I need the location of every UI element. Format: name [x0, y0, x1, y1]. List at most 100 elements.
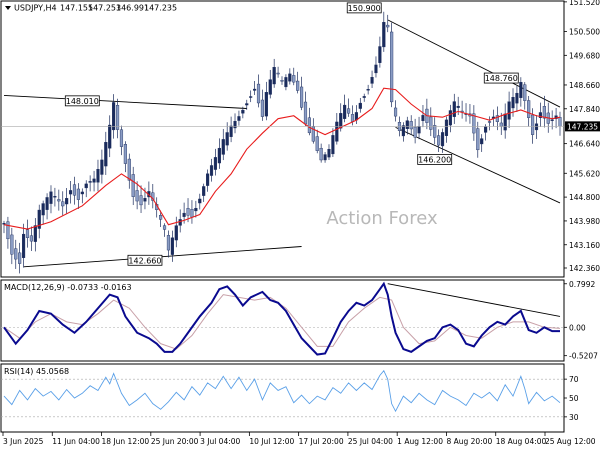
- price-axis: 151.520 150.500 149.680 148.660 147.840 147.2…: [564, 0, 600, 273]
- candle-body: [29, 235, 33, 242]
- candle-body: [88, 181, 92, 183]
- macd-panel: MACD(12,26,9) -0.0733 -0.0163 0.7992 0.00…: [0, 279, 598, 362]
- candle-body: [221, 139, 225, 155]
- candle-body: [511, 97, 515, 109]
- macd-line: [3, 281, 560, 356]
- candle-body: [135, 190, 139, 202]
- rsi-title: RSI(14) 45.0568: [4, 367, 69, 376]
- candle-body: [213, 157, 218, 170]
- candle-body: [300, 86, 304, 108]
- candle-body: [280, 80, 284, 82]
- price-tick-label: 145.620: [569, 169, 600, 178]
- rsi-axis: 70 50 30: [1, 375, 579, 422]
- candle-body: [237, 116, 241, 121]
- current-price-label: 147.235: [567, 122, 598, 131]
- candle-body: [190, 209, 194, 218]
- candle-body: [80, 191, 84, 195]
- price-trendlines: [3, 19, 561, 268]
- candle-body: [45, 197, 49, 210]
- price-trendline: [3, 94, 247, 109]
- candle-body: [499, 122, 503, 127]
- current-price-label-box: [565, 121, 600, 132]
- candle-body: [507, 101, 511, 120]
- candle-body: [456, 105, 460, 108]
- time-tick-label: 25 Jul 04:00: [348, 437, 393, 446]
- candle-body: [495, 115, 499, 122]
- time-tick-label: 25 Aug 12:00: [545, 437, 596, 446]
- candle-body: [417, 126, 421, 134]
- candle-body: [272, 67, 276, 85]
- candle-body: [245, 103, 249, 106]
- annotation-label: 150.900: [348, 4, 381, 13]
- candle-body: [303, 101, 308, 125]
- candle-body: [186, 208, 190, 216]
- candle-body: [370, 77, 374, 84]
- candle-body: [401, 125, 405, 137]
- candle-body: [159, 215, 163, 220]
- candle-body: [433, 125, 437, 138]
- candle-body: [307, 117, 311, 134]
- collapse-triangle-icon[interactable]: [5, 6, 11, 10]
- candle-body: [323, 154, 327, 161]
- candle-body: [6, 221, 10, 240]
- time-tick-label: 18 Aug 04:00: [496, 437, 547, 446]
- candle-body: [115, 105, 120, 130]
- price-panel: USDJPY,H4 147.155 147.253 146.991 147.23…: [0, 0, 600, 278]
- candle-body: [268, 79, 272, 95]
- rsi-tick-label: 30: [569, 413, 579, 422]
- price-candles: [2, 11, 562, 274]
- candle-body: [53, 196, 57, 198]
- candle-body: [421, 115, 425, 121]
- candle-body: [288, 73, 292, 82]
- time-tick-label: 10 Jul 12:00: [249, 437, 294, 446]
- candle-body: [487, 121, 492, 123]
- candle-body: [166, 235, 171, 251]
- candle-body: [209, 165, 214, 176]
- candle-body: [296, 80, 300, 91]
- candle-body: [292, 75, 296, 83]
- macd-axis: 0.7992 0.00 -0.5207: [1, 280, 598, 361]
- macd-tick-label: 0.7992: [569, 280, 595, 289]
- candle-body: [84, 183, 88, 189]
- candle-body: [182, 212, 186, 217]
- annotation-label: 148.010: [66, 97, 99, 106]
- time-tick-label: 25 Jun 20:00: [151, 437, 199, 446]
- price-trendline: [387, 19, 561, 108]
- price-tick-label: 149.680: [569, 51, 600, 60]
- candle-body: [276, 72, 280, 75]
- candle-body: [260, 99, 264, 117]
- candle-body: [382, 22, 386, 48]
- candle-body: [405, 120, 409, 129]
- candle-body: [206, 173, 210, 186]
- candle-body: [68, 190, 73, 195]
- candle-body: [41, 203, 45, 216]
- macd-trendline: [387, 283, 561, 317]
- time-tick-label: 3 Jun 2025: [3, 437, 44, 446]
- price-tick-label: 150.500: [569, 28, 600, 37]
- candle-body: [550, 119, 554, 121]
- candle-body: [390, 31, 394, 103]
- price-ohlc-close: 147.235: [144, 4, 177, 13]
- candle-body: [194, 208, 198, 212]
- candle-body: [264, 92, 268, 117]
- candle-body: [108, 124, 112, 149]
- candle-body: [386, 24, 390, 28]
- candle-body: [178, 219, 182, 226]
- candle-body: [92, 178, 96, 183]
- time-tick-label: 11 Jun 04:00: [52, 437, 100, 446]
- rsi-tick-label: 70: [569, 375, 579, 384]
- candle-body: [256, 83, 261, 104]
- candle-body: [198, 198, 202, 204]
- time-tick-label: 17 Jul 20:00: [299, 437, 344, 446]
- candle-body: [61, 201, 65, 207]
- rsi-line: [3, 369, 561, 413]
- annotation-box: [64, 95, 100, 107]
- candle-body: [10, 234, 14, 255]
- candle-body: [558, 117, 562, 127]
- candle-body: [33, 225, 37, 242]
- price-panel-frame: [0, 0, 565, 278]
- candle-body: [448, 110, 452, 126]
- candle-body: [366, 89, 370, 91]
